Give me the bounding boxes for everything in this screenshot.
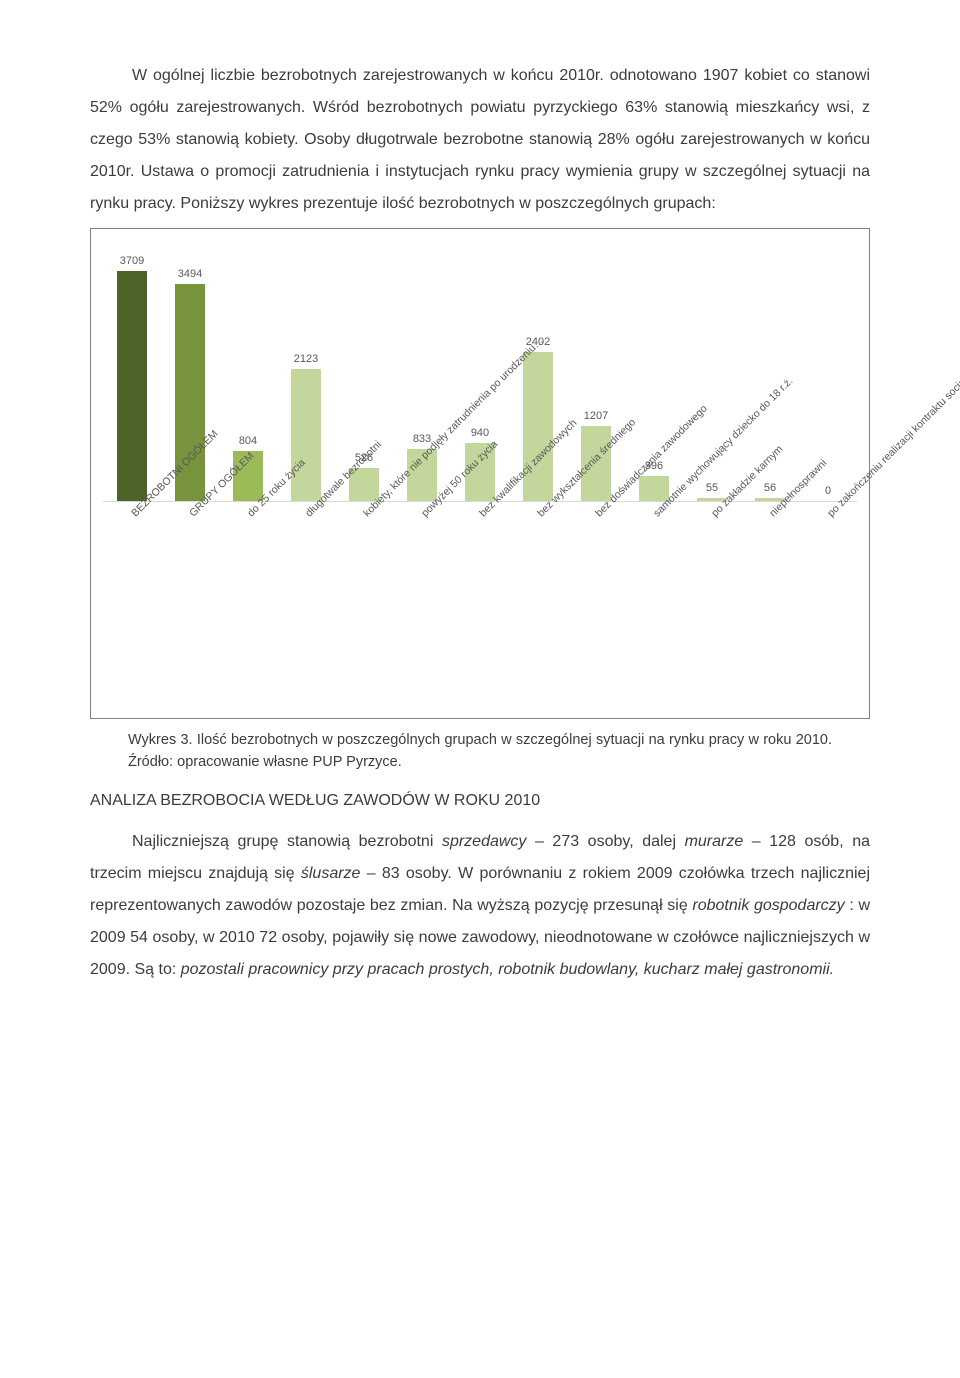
x-label-column: powyżej 50 roku życia [397, 504, 447, 714]
text: – 273 osoby, dalej [526, 833, 684, 850]
bar [291, 369, 321, 501]
x-label-column: bez kwalifikacji zawodowych [455, 504, 505, 714]
x-label-column: niepełnosprawni [745, 504, 795, 714]
bar-value-label: 1207 [584, 410, 608, 422]
x-label-column: po zakończeniu realizacji kontraktu socj… [803, 504, 853, 714]
chart-caption: Wykres 3. Ilość bezrobotnych w poszczegó… [128, 729, 832, 774]
bar-value-label: 804 [239, 435, 257, 447]
bar-value-label: 3494 [178, 268, 202, 280]
x-label-column: po zakładzie karnym [687, 504, 737, 714]
bar [117, 271, 147, 501]
x-label-column: BEZROBOTNI OGÓŁEM [107, 504, 157, 714]
x-label-column: GRUPY OGÓŁEM [165, 504, 215, 714]
bar-column: 3709 [107, 241, 157, 501]
x-label-column: długotwale bezrobotni [281, 504, 331, 714]
bar [523, 352, 553, 501]
intro-paragraph: W ogólnej liczbie bezrobotnych zarejestr… [90, 60, 870, 220]
term-pozostali: pozostali pracownicy przy pracach prosty… [181, 961, 834, 978]
x-label-column: do 25 roku życia [223, 504, 273, 714]
x-label-column: bez doświadczenia zawodowego [571, 504, 621, 714]
x-label-column: kobiety, które nie podjęły zatrudnienia … [339, 504, 389, 714]
section-heading: ANALIZA BEZROBOCIA WEDŁUG ZAWODÓW W ROKU… [90, 792, 870, 810]
bar-value-label: 55 [706, 482, 718, 494]
bar-column: 0 [803, 241, 853, 501]
term-sprzedawcy: sprzedawcy [442, 833, 526, 850]
bar-value-label: 56 [764, 482, 776, 494]
bar-value-label: 940 [471, 427, 489, 439]
x-label-column: bez wykształcenia średniego [513, 504, 563, 714]
x-label-column: samotnie wychowujący dziecko do 18 r.ż. [629, 504, 679, 714]
term-robotnik-gospodarczy: robotnik gospodarczy [692, 897, 844, 914]
bar-value-label: 2123 [294, 353, 318, 365]
bar-column: 2123 [281, 241, 331, 501]
analysis-paragraph: Najliczniejszą grupę stanowią bezrobotni… [90, 826, 870, 986]
term-slusarze: ślusarze [301, 865, 361, 882]
bar-value-label: 0 [825, 485, 831, 497]
bar-value-label: 3709 [120, 255, 144, 267]
term-murarze: murarze [685, 833, 744, 850]
text: Najliczniejszą grupę stanowią bezrobotni [132, 833, 442, 850]
chart-container: 3709349480421235268339402402120739655560… [90, 228, 870, 719]
chart-x-labels: BEZROBOTNI OGÓŁEMGRUPY OGÓŁEMdo 25 roku … [103, 504, 857, 714]
